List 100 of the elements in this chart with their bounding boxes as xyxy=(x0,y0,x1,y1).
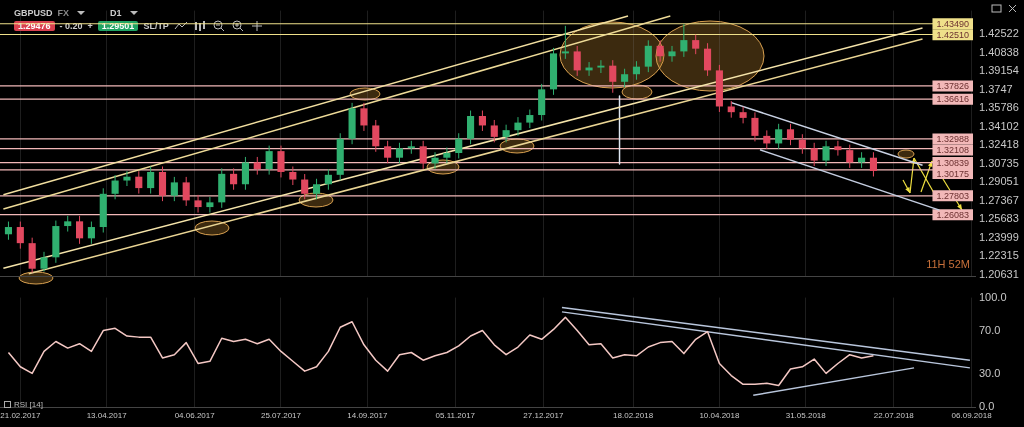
candlestick xyxy=(230,167,238,191)
candlestick xyxy=(372,119,380,153)
candlestick xyxy=(135,170,143,195)
y-tick-label: 1.32418 xyxy=(979,138,1019,151)
candlestick xyxy=(395,142,404,164)
candlestick xyxy=(775,123,783,150)
candlestick xyxy=(526,109,534,129)
annotation: D1 xyxy=(110,7,122,18)
x-tick-label: 10.04.2018 xyxy=(699,411,740,421)
candlestick xyxy=(182,176,190,207)
candlestick xyxy=(632,60,641,81)
candlestick xyxy=(798,133,806,155)
annotation: SL/TP xyxy=(143,21,169,31)
candlestick xyxy=(76,215,84,245)
annotation: FX xyxy=(57,7,70,18)
y-tick-label: 0.0 xyxy=(979,400,995,413)
ref-line-label: 1.42510 xyxy=(936,29,970,40)
candlestick xyxy=(147,165,155,195)
ref-line-label: 1.43490 xyxy=(936,18,970,29)
y-tick-label: 1.25683 xyxy=(979,212,1019,225)
candlestick xyxy=(111,174,119,200)
candlestick xyxy=(644,39,652,73)
ref-line-label: 1.37826 xyxy=(936,80,970,91)
candlestick xyxy=(763,129,771,150)
candlestick xyxy=(680,23,688,58)
candlestick xyxy=(739,106,747,124)
candlestick xyxy=(16,221,24,250)
annotation: 1.29501 xyxy=(97,21,139,31)
candlestick xyxy=(810,142,818,167)
annotation: 11H 52M xyxy=(926,258,970,270)
x-tick-label: 31.05.2018 xyxy=(785,411,827,421)
candlestick xyxy=(265,145,273,176)
y-tick-label: 30.0 xyxy=(979,367,1001,380)
candlestick xyxy=(621,68,629,88)
candlestick xyxy=(597,59,605,74)
candlestick xyxy=(158,165,167,202)
candlestick xyxy=(384,140,392,164)
candlestick xyxy=(277,145,285,178)
y-tick-label: 1.20631 xyxy=(979,267,1019,280)
candlestick xyxy=(834,140,842,157)
candlestick xyxy=(822,140,830,167)
candlestick xyxy=(431,151,439,170)
candlestick xyxy=(170,176,178,202)
candlestick xyxy=(241,156,249,191)
y-tick-label: 1.39154 xyxy=(979,64,1019,77)
candlestick xyxy=(324,168,332,191)
ref-line-label: 1.30175 xyxy=(936,168,970,179)
candlestick xyxy=(668,45,676,63)
candlestick xyxy=(4,221,13,241)
annotation: - 0.20 xyxy=(59,21,83,31)
y-tick-label: 1.35786 xyxy=(979,101,1019,114)
candlestick xyxy=(360,102,368,132)
annotation: + xyxy=(87,21,93,31)
x-tick-label: 27.12.2017 xyxy=(523,411,564,421)
candlestick xyxy=(123,170,131,187)
y-tick-label: 70.0 xyxy=(979,323,1001,336)
x-tick-label: 13.04.2017 xyxy=(86,411,128,421)
candlestick xyxy=(467,110,475,145)
ref-line-label: 1.32108 xyxy=(936,144,970,155)
candlestick xyxy=(194,194,202,214)
candlestick xyxy=(514,116,522,137)
candlestick xyxy=(869,151,877,177)
y-tick-label: 100.0 xyxy=(979,290,1007,303)
x-tick-label: 14.09.2017 xyxy=(347,411,388,421)
candlestick xyxy=(786,123,795,146)
annotation: GBPUSD xyxy=(14,7,53,18)
candlestick xyxy=(704,42,712,77)
y-tick-label: 1.27367 xyxy=(979,193,1019,206)
x-tick-label: 06.09.2018 xyxy=(951,411,993,421)
x-tick-label: 22.07.2018 xyxy=(873,411,915,421)
candlestick xyxy=(419,140,427,170)
candlestick xyxy=(301,173,309,200)
candlestick xyxy=(751,111,759,142)
candlestick xyxy=(846,144,854,169)
x-tick-label: 21.02.2017 xyxy=(0,411,41,421)
candlestick xyxy=(609,59,617,94)
x-tick-label: 18.02.2018 xyxy=(613,411,654,421)
candlestick xyxy=(312,178,321,200)
candlestick xyxy=(656,39,664,63)
y-tick-label: 1.30735 xyxy=(979,156,1019,169)
annotation: 1.29476 xyxy=(14,21,55,31)
x-tick-label: 04.06.2017 xyxy=(174,411,216,421)
candlestick xyxy=(289,165,297,186)
y-tick-label: 1.34102 xyxy=(979,119,1019,132)
candlestick xyxy=(502,124,510,143)
candlestick xyxy=(490,119,498,143)
y-tick-label: 1.42522 xyxy=(979,27,1019,40)
y-tick-label: 1.3747 xyxy=(979,82,1013,95)
candlestick xyxy=(455,132,463,159)
ref-line-label: 1.26083 xyxy=(936,209,970,220)
x-tick-label: 05.11.2017 xyxy=(435,411,476,421)
candlestick xyxy=(443,147,451,164)
ref-line-label: 1.27803 xyxy=(936,190,970,201)
x-tick-label: 25.07.2017 xyxy=(260,411,302,421)
ref-line-label: 1.32988 xyxy=(936,133,970,144)
candlestick xyxy=(561,25,569,60)
candlestick xyxy=(206,196,214,214)
y-tick-label: 1.40838 xyxy=(979,45,1019,58)
candlestick xyxy=(573,45,581,77)
candlestick xyxy=(478,110,486,132)
